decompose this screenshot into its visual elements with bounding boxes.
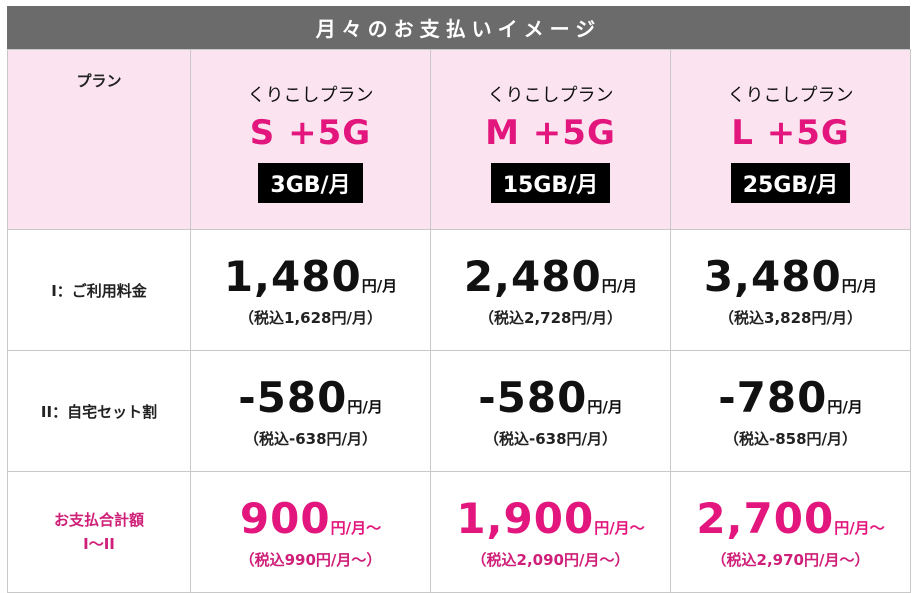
- home-set-discount-label: II：自宅セット割: [7, 350, 191, 472]
- data-allowance-badge: 3GB/月: [258, 162, 363, 203]
- panel-title: 月々のお支払いイメージ: [7, 6, 910, 49]
- payment-total-row: お支払合計額 I〜II 900円/月〜 （税込990円/月〜） 1,900円/月…: [7, 471, 911, 593]
- price-unit: 円/月〜: [594, 519, 645, 537]
- tax-included-price: （税込3,828円/月）: [719, 309, 862, 327]
- plan-type: くりこしプラン: [487, 84, 614, 106]
- price-amount: 1,480: [223, 252, 362, 301]
- price-unit: 円/月: [841, 277, 878, 295]
- price-amount: 3,480: [703, 252, 842, 301]
- payment-total-label-line2: I〜II: [83, 535, 115, 553]
- price-amount: -580: [478, 373, 588, 422]
- plan-comparison-table: プラン くりこしプラン S +5G 3GB/月 くりこしプラン M +5G 15…: [7, 49, 911, 593]
- price-amount: -780: [718, 373, 828, 422]
- price-unit: 円/月: [587, 398, 623, 416]
- usage-fee-cell: 2,480円/月 （税込2,728円/月）: [430, 229, 671, 351]
- total-cell: 1,900円/月〜 （税込2,090円/月〜）: [430, 471, 671, 593]
- data-allowance-badge: 25GB/月: [730, 162, 851, 203]
- price-unit: 円/月: [361, 277, 398, 295]
- usage-fee-row: I：ご利用料金 1,480円/月 （税込1,628円/月） 2,480円/月 （…: [7, 229, 911, 351]
- usage-fee-cell: 1,480円/月 （税込1,628円/月）: [190, 229, 431, 351]
- price-amount: 2,480: [463, 252, 602, 301]
- usage-fee-cell: 3,480円/月 （税込3,828円/月）: [670, 229, 911, 351]
- tax-included-price: （税込2,970円/月〜）: [711, 551, 870, 569]
- tax-included-price: （税込-858円/月）: [723, 430, 858, 448]
- tax-included-price: （税込2,728円/月）: [479, 309, 622, 327]
- total-cell: 2,700円/月〜 （税込2,970円/月〜）: [670, 471, 911, 593]
- plan-type: くりこしプラン: [247, 84, 374, 106]
- price-unit: 円/月: [347, 398, 383, 416]
- price-unit: 円/月〜: [330, 519, 382, 537]
- price-amount: -580: [238, 373, 348, 422]
- price-unit: 円/月: [827, 398, 863, 416]
- plan-name: L +5G: [731, 112, 850, 153]
- price-amount: 900: [239, 494, 331, 543]
- total-cell: 900円/月〜 （税込990円/月〜）: [190, 471, 431, 593]
- payment-image-panel: 月々のお支払いイメージ プラン くりこしプラン S +5G 3GB/月 くりこし…: [7, 6, 911, 593]
- plan-header-label: プラン: [7, 49, 191, 230]
- payment-total-label-line1: お支払合計額: [53, 511, 144, 529]
- plan-header-s: くりこしプラン S +5G 3GB/月: [190, 49, 431, 230]
- tax-included-price: （税込2,090円/月〜）: [471, 551, 630, 569]
- tax-included-price: （税込-638円/月）: [243, 430, 378, 448]
- discount-cell: -580円/月 （税込-638円/月）: [190, 350, 431, 472]
- plan-header-l: くりこしプラン L +5G 25GB/月: [670, 49, 911, 230]
- tax-included-price: （税込990円/月〜）: [239, 551, 382, 569]
- tax-included-price: （税込-638円/月）: [483, 430, 618, 448]
- price-amount: 1,900: [456, 494, 595, 543]
- tax-included-price: （税込1,628円/月）: [239, 309, 382, 327]
- price-unit: 円/月〜: [834, 519, 885, 537]
- plan-name: M +5G: [485, 112, 616, 153]
- discount-cell: -580円/月 （税込-638円/月）: [430, 350, 671, 472]
- home-set-discount-row: II：自宅セット割 -580円/月 （税込-638円/月） -580円/月 （税…: [7, 350, 911, 472]
- table-header-row: プラン くりこしプラン S +5G 3GB/月 くりこしプラン M +5G 15…: [7, 49, 911, 230]
- plan-type: くりこしプラン: [727, 84, 854, 106]
- data-allowance-badge: 15GB/月: [490, 162, 611, 203]
- plan-name: S +5G: [249, 112, 372, 153]
- payment-total-label: お支払合計額 I〜II: [7, 471, 191, 593]
- price-amount: 2,700: [696, 494, 835, 543]
- price-unit: 円/月: [601, 277, 638, 295]
- usage-fee-label: I：ご利用料金: [7, 229, 191, 351]
- discount-cell: -780円/月 （税込-858円/月）: [670, 350, 911, 472]
- plan-header-m: くりこしプラン M +5G 15GB/月: [430, 49, 671, 230]
